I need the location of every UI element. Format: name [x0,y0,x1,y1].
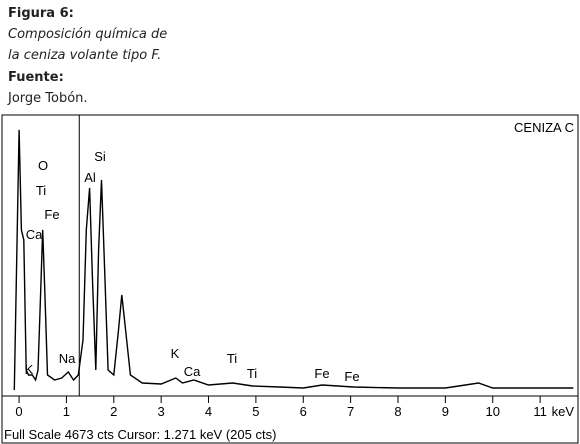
x-tick-label: 10 [486,404,500,419]
caption-line: la ceniza volante tipo F. [8,48,161,63]
x-tick-label: 7 [347,404,354,419]
peak-label: Ti [36,183,46,198]
x-tick-label: 9 [442,404,449,419]
peak-label: Ca [26,227,43,242]
peak-label: Fe [44,207,59,222]
chart-title: CENIZA C [514,120,574,135]
peak-label: K [171,346,180,361]
x-tick-label: 1 [63,404,70,419]
x-tick-label: 5 [252,404,259,419]
caption-line: Composición química de [8,27,167,42]
peak-label: Al [84,170,96,185]
figure-label: Figura 6: [8,6,74,21]
x-tick-label: 11 [533,404,547,419]
x-tick-label: 6 [300,404,307,419]
source-label: Fuente: [8,70,64,85]
peak-label: Fe [344,369,359,384]
spectrum [13,129,574,391]
peak-label: O [38,158,48,173]
source: Jorge Tobón. [7,91,88,106]
x-tick-label: 8 [394,404,401,419]
x-tick-label: 0 [15,404,22,419]
peak-label: Ti [227,351,237,366]
x-tick-label: 2 [110,404,117,419]
peak-label: Fe [314,366,329,381]
x-tick-label: 4 [205,404,212,419]
peak-label: Na [59,351,76,366]
peak-label: Si [94,149,106,164]
chart-frame [1,114,579,444]
x-axis-label: keV [552,404,575,419]
peak-label: Ca [184,364,201,379]
peak-label: Ti [247,366,257,381]
x-tick-label: 3 [158,404,165,419]
status-bar: Full Scale 4673 cts Cursor: 1.271 keV (2… [4,427,276,442]
peak-label: K [25,362,34,377]
